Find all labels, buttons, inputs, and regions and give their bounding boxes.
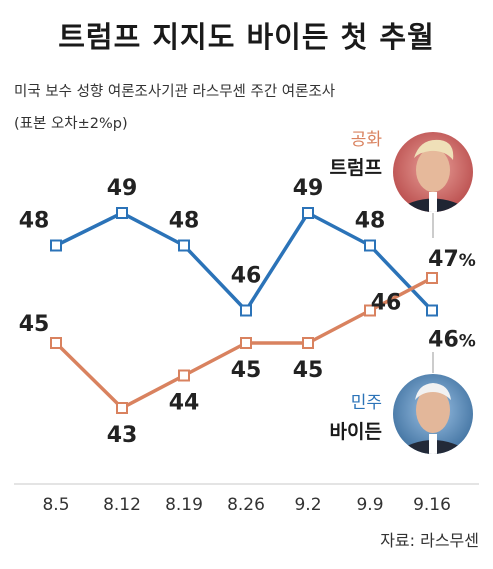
data-label: 48 [355, 209, 386, 234]
trump-party-label: 공화 [351, 130, 383, 150]
data-point [240, 304, 252, 317]
data-label: 46 [371, 291, 402, 316]
data-labels: 48 49 48 46 49 48 46% 45 43 44 45 45 46 47% [19, 176, 476, 448]
biden-name-label: 바이든 [330, 421, 382, 443]
x-tick-label: 9.9 [356, 495, 383, 515]
biden-portrait-icon [393, 374, 473, 454]
data-point [116, 402, 128, 414]
data-label: 47% [428, 247, 476, 272]
data-label: 46% [428, 328, 476, 353]
chart-subtitle: 미국 보수 성향 여론조사기관 라스무센 주간 여론조사 [14, 84, 336, 100]
x-tick-label: 8.26 [227, 495, 265, 515]
x-tick-label: 9.2 [294, 495, 321, 515]
data-point [302, 337, 314, 349]
x-ticks: 8.5 8.12 8.19 8.26 9.2 9.9 9.16 [42, 495, 450, 515]
data-label: 49 [107, 176, 138, 201]
data-label: 48 [169, 209, 200, 234]
data-point [364, 239, 376, 252]
source-label: 자료: 라스무센 [380, 531, 479, 550]
trump-name-label: 트럼프 [330, 157, 382, 179]
data-point [426, 272, 438, 284]
data-point [364, 304, 376, 317]
x-tick-label: 9.16 [413, 495, 451, 515]
data-label: 45 [293, 358, 324, 383]
data-label: 43 [107, 423, 138, 448]
data-label: 45 [231, 358, 262, 383]
data-point [116, 207, 128, 219]
series-markers [50, 207, 438, 414]
sampling-error-note: (표본 오차±2%p) [14, 116, 128, 132]
data-point [178, 369, 190, 382]
data-point [302, 207, 314, 219]
data-label: 45 [19, 312, 50, 337]
biden-party-label: 민주 [351, 393, 382, 413]
chart-title: 트럼프 지지도 바이든 첫 추월 [58, 20, 435, 54]
data-label: 46 [231, 264, 262, 289]
trump-portrait-icon [393, 132, 473, 212]
data-label: 48 [19, 209, 50, 234]
data-point [50, 239, 62, 252]
data-point [50, 337, 62, 349]
data-label: 44 [169, 391, 200, 416]
x-tick-label: 8.12 [103, 495, 141, 515]
x-tick-label: 8.5 [42, 495, 69, 515]
data-point [240, 337, 252, 349]
data-label: 49 [293, 176, 324, 201]
x-tick-label: 8.19 [165, 495, 203, 515]
data-point [426, 304, 438, 317]
data-point [178, 239, 190, 252]
